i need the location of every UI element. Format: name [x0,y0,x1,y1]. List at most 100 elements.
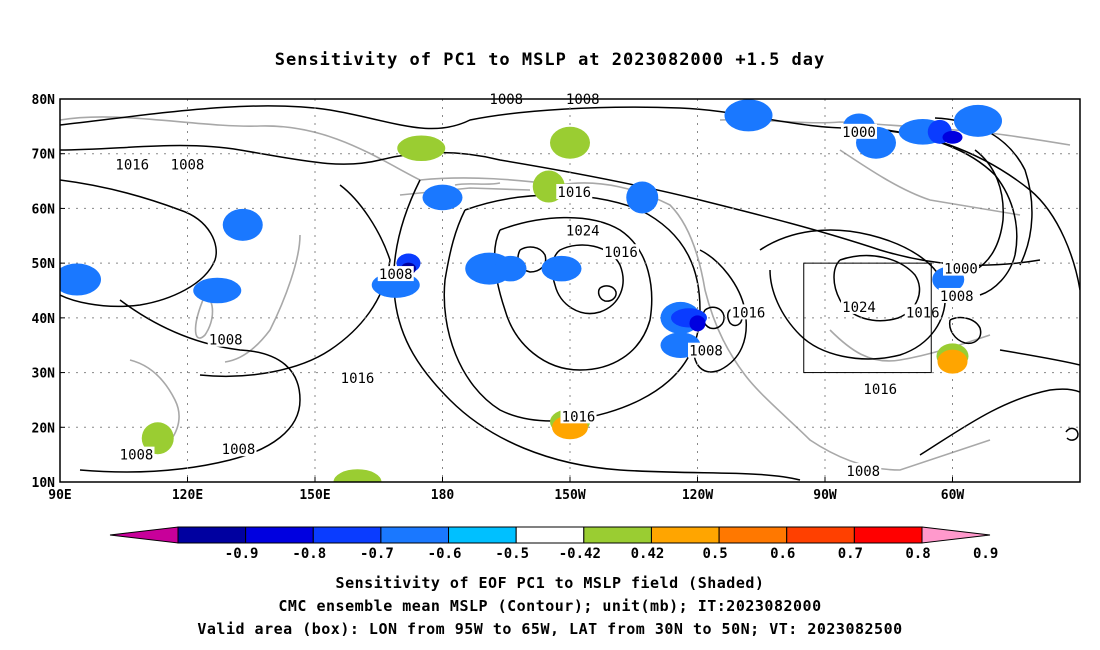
contour-label: 1016 [557,185,591,201]
lat-tick-label: 60N [32,202,56,217]
contour-label: 1008 [120,448,154,464]
colorbar-high-triangle [921,526,991,544]
contour-label: 1016 [604,245,638,261]
contour-label: 1008 [379,267,413,283]
contour-label-bg [862,380,899,396]
sensitivity-patch [541,255,582,282]
contour-label: 1008 [566,92,600,108]
contour-label: 1008 [222,442,256,458]
colorbar-label: 0.9 [973,546,998,562]
colorbar-swatch [650,526,720,544]
valid-area-box [803,262,932,374]
colorbar-swatch [448,526,517,544]
contour-label: 1016 [562,409,596,425]
contour-label: 1008 [940,289,974,305]
colorbar-swatch [245,526,314,544]
contour-label-bg [688,342,724,358]
colorbar-label: -0.7 [360,546,394,562]
contour-label: 1008 [209,333,243,349]
lon-tick-label: 90W [813,488,837,503]
colorbar-swatch [718,526,788,544]
lon-tick-label: 150E [299,488,330,503]
sensitivity-patch [397,135,446,162]
colorbar-swatch [853,526,923,544]
lat-tick-label: 70N [32,148,56,163]
contour-label-bg [603,244,639,260]
contour-label-bg [730,304,767,320]
lon-tick-label: 90E [48,488,71,503]
sensitivity-patch [689,315,706,332]
contour-label-bg [169,156,206,172]
colorbar-label: -0.5 [495,546,529,562]
contour-label: 1008 [489,92,523,108]
lat-tick-label: 10N [32,476,56,491]
contour-label: 1016 [115,158,149,174]
colorbar-swatch [177,526,247,544]
longitude-labels: 90E 120E 150E 180 150W 120W 90W 60W [48,477,964,503]
colorbar-swatch [515,526,585,544]
contour-label-bg [943,260,979,276]
map-title: Sensitivity of PC1 to MSLP at 2023082000… [274,50,826,70]
sensitivity-patch [954,104,1002,137]
colorbar-label: -0.42 [559,546,601,562]
colorbar-label: 0.42 [631,546,665,562]
contour-label: 1008 [846,464,880,480]
contour-label: 1008 [689,344,723,360]
colorbar-label: 0.7 [838,546,863,562]
caption-line-3: Valid area (box): LON from 95W to 65W, L… [197,620,903,638]
contour-label: 1016 [906,305,940,321]
colorbar-label: -0.9 [225,546,259,562]
lon-tick-label: 120W [682,488,713,503]
colorbar-swatch [380,526,450,544]
sensitivity-patch [222,208,263,241]
contour-label: 1016 [341,371,375,387]
contour-label-bg [118,446,155,462]
colorbar-low-triangle [109,526,179,544]
colorbar-label: 0.6 [770,546,795,562]
lon-tick-label: 150W [554,488,585,503]
colorbar-swatch [786,526,855,544]
lat-tick-label: 80N [32,93,56,108]
contour-label-bg [938,287,975,303]
contour-label: 1016 [863,382,897,398]
colorbar-label: -0.8 [292,546,326,562]
contour-label: 1000 [944,262,978,278]
contour-label-bg [207,331,244,347]
mslp-contours [60,105,1080,481]
sensitivity-patch [494,255,527,282]
lat-tick-label: 50N [32,257,56,272]
sensitivity-patch [333,469,382,482]
contour-label-bg [377,266,414,282]
colorbar-swatch [312,526,382,544]
contour-label-bg [841,298,877,314]
sensitivity-patch [626,181,659,214]
contour-label-bg [339,370,376,386]
contour-label-bg [564,222,601,238]
colorbar-label: -0.6 [428,546,462,562]
lon-tick-label: 60W [941,488,965,503]
lat-tick-label: 30N [32,367,56,382]
contour-label-bg [556,184,593,200]
sensitivity-patch [422,184,463,211]
lon-tick-label: 120E [172,488,203,503]
colorbar-label: 0.8 [905,546,930,562]
lat-tick-label: 40N [32,312,56,327]
contour-label: 1000 [842,125,876,141]
contour-label-bg [560,408,597,424]
lon-tick-label: 180 [431,488,455,503]
sensitivity-patch [141,422,174,455]
sensitivity-patch [937,349,968,374]
colorbar-label: 0.5 [702,546,727,562]
colorbar: -0.9 -0.8 -0.7 -0.6 -0.5 -0.42 0.42 0.5 0.6 0.7 0.… [109,526,998,562]
sensitivity-patch [942,130,963,144]
contour-label: 1024 [842,300,876,316]
contour-label-bg [845,463,882,479]
caption-line-2: CMC ensemble mean MSLP (Contour); unit(m… [278,597,822,615]
latitude-labels: 80N 70N 60N 50N 40N 30N 20N 10N [32,93,65,491]
sensitivity-patch [724,99,773,132]
sensitivity-patch [193,277,242,304]
sensitivity-patch [60,263,101,296]
contour-label-bg [220,441,257,457]
lat-tick-label: 20N [32,421,56,436]
